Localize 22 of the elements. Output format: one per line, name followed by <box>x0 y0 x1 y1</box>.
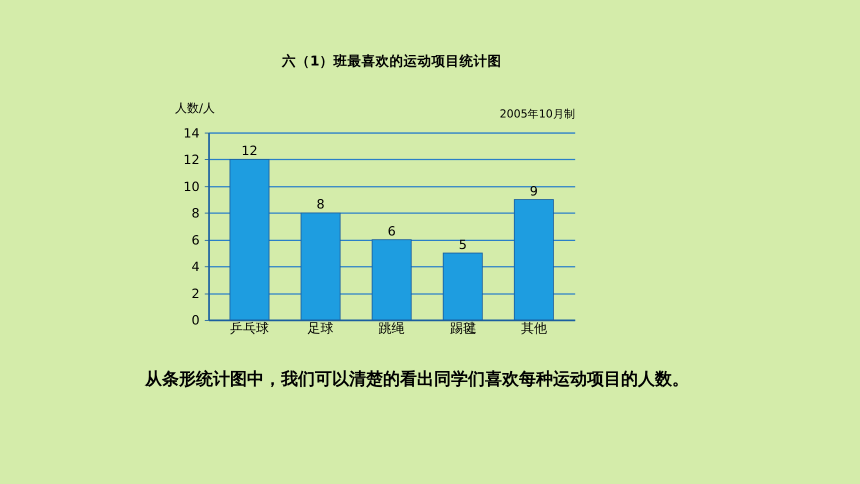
y-tick-label: 6 <box>192 233 200 248</box>
text: 2005年10月制 <box>500 107 575 120</box>
y-tick-label: 10 <box>183 180 200 195</box>
data-label: 12 <box>241 144 258 160</box>
data-label: 6 <box>388 224 396 240</box>
data-label: 8 <box>316 198 325 213</box>
y-tick-label: 4 <box>192 260 200 276</box>
data-label: 5 <box>458 238 467 253</box>
y-tick-label: 8 <box>192 206 200 222</box>
data-label: 9 <box>530 184 538 200</box>
x-tick-label: 踢毽 <box>450 321 476 336</box>
y-tick-label: 2 <box>192 286 200 302</box>
y-axis-title: 人数/人 <box>174 100 215 115</box>
text: 从条形统计图中，我们可以清楚的看出同学们喜欢每种运动项目的人数。 <box>144 370 689 390</box>
x-tick-label: 其他 <box>520 321 547 336</box>
x-tick-label: 乒乓球 <box>230 321 269 336</box>
y-tick-label: 12 <box>183 153 200 168</box>
y-tick-label: 0 <box>192 314 200 329</box>
x-tick-label: 足球 <box>308 321 334 336</box>
x-tick-label: 跳绳 <box>378 321 405 336</box>
y-tick-label: 14 <box>183 126 200 142</box>
chart-title: 六（1）班最喜欢的运动项目统计图 <box>280 52 502 70</box>
